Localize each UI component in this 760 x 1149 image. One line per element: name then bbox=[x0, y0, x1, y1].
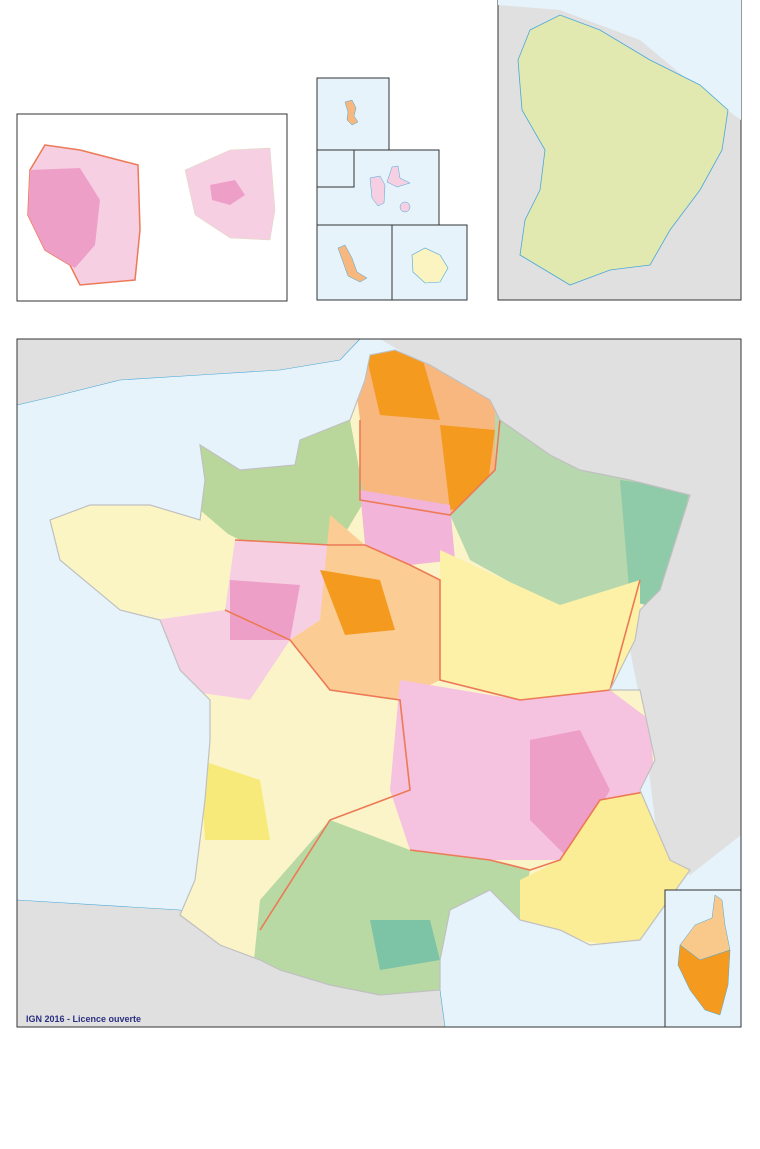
department-alsace bbox=[620, 480, 690, 610]
inset-ile-de-france bbox=[16, 113, 288, 302]
region-nouvelle-aquitaine bbox=[180, 660, 410, 930]
france-coastline bbox=[49, 349, 691, 996]
reunion bbox=[411, 247, 449, 284]
inset-corse bbox=[664, 889, 742, 1028]
guadeloupe-basse-terre bbox=[369, 175, 386, 207]
region-ile-de-france bbox=[360, 490, 455, 565]
department-rhone-isere bbox=[530, 730, 610, 860]
corse-du-sud bbox=[677, 944, 731, 1016]
region-bourgogne-franche-comte bbox=[440, 550, 640, 700]
inset-guyane bbox=[497, 0, 742, 301]
inset-outre-mer bbox=[316, 77, 468, 301]
department-nord-pas-de-calais bbox=[365, 350, 440, 420]
map-credit: IGN 2016 - Licence ouverte bbox=[26, 1014, 142, 1024]
department-loiret-cher bbox=[320, 570, 395, 635]
department-landes-gironde bbox=[200, 760, 270, 840]
main-map bbox=[16, 338, 742, 1028]
department-sarthe-mayenne bbox=[230, 580, 300, 640]
guyane bbox=[517, 14, 729, 286]
idf-paris bbox=[210, 180, 245, 205]
mayotte bbox=[344, 99, 359, 126]
region-occitanie bbox=[250, 820, 530, 995]
department-aveyron-aude bbox=[370, 920, 440, 970]
idf-essonne-area bbox=[28, 168, 100, 268]
england bbox=[16, 338, 361, 406]
guadeloupe-grande-terre bbox=[386, 165, 411, 188]
region-provence-alpes-cote-azur bbox=[520, 790, 690, 950]
marie-galante bbox=[399, 201, 411, 213]
martinique bbox=[337, 244, 368, 283]
region-borders bbox=[359, 419, 501, 516]
